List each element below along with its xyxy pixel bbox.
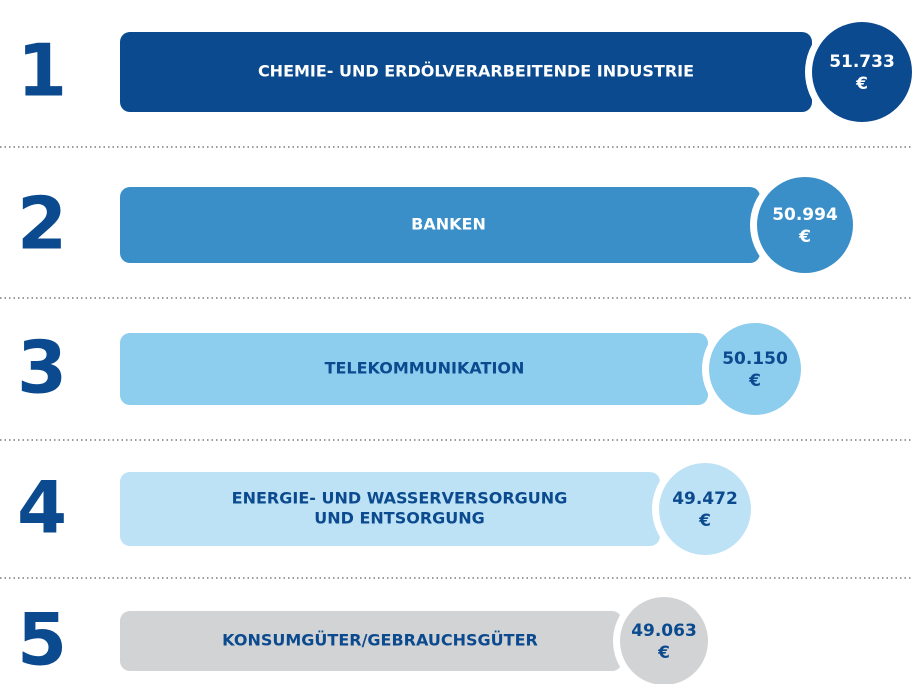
bar (120, 472, 660, 546)
value: 49.472 (672, 489, 738, 509)
value: 50.994 (772, 205, 838, 225)
unit: € (748, 371, 761, 391)
value-circle (659, 463, 751, 555)
value: 51.733 (829, 52, 895, 72)
rank-number: 4 (17, 466, 67, 550)
bar-label: BANKEN (411, 215, 486, 234)
rank-number: 1 (17, 29, 67, 113)
bar-label: CHEMIE- UND ERDÖLVERARBEITENDE INDUSTRIE (258, 62, 694, 81)
value-circle (812, 22, 912, 122)
unit: € (798, 227, 811, 247)
bar (120, 611, 622, 671)
value: 50.150 (722, 349, 788, 369)
unit: € (855, 74, 868, 94)
value-circle (757, 177, 853, 273)
unit: € (657, 643, 670, 663)
bar (120, 333, 708, 405)
rank-number: 2 (17, 182, 67, 266)
bar-label: TELEKOMMUNIKATION (325, 359, 525, 378)
rank-number: 5 (17, 598, 67, 682)
bar-label: ENERGIE- UND WASSERVERSORGUNG (232, 489, 568, 508)
bar-label: UND ENTSORGUNG (314, 509, 485, 528)
unit: € (698, 511, 711, 531)
value-circle (709, 323, 801, 415)
bar (120, 32, 812, 112)
bar-label: KONSUMGÜTER/GEBRAUCHSGÜTER (222, 631, 538, 650)
bar (120, 187, 760, 263)
value: 49.063 (631, 621, 697, 641)
value-circle (620, 597, 708, 684)
rank-number: 3 (17, 326, 67, 410)
